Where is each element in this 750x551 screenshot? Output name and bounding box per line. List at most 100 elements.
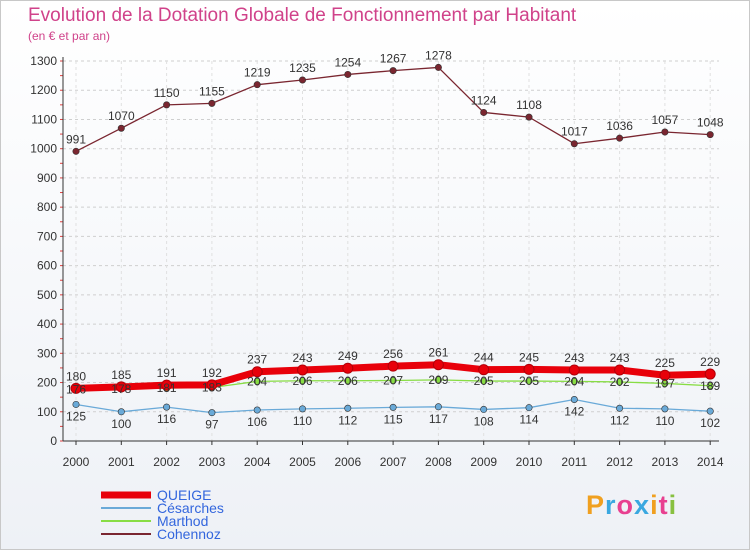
logo-letter: o xyxy=(616,490,635,520)
data-label: 1267 xyxy=(380,52,407,66)
data-label: 245 xyxy=(519,350,539,364)
data-label: 176 xyxy=(66,383,86,397)
y-tick-label: 900 xyxy=(37,171,57,185)
data-point xyxy=(117,124,125,132)
data-point xyxy=(432,359,444,371)
data-point xyxy=(208,99,216,107)
data-point xyxy=(251,366,263,378)
data-label: 110 xyxy=(655,414,674,428)
data-point xyxy=(344,70,352,78)
data-point xyxy=(206,379,218,391)
y-tick-label: 1200 xyxy=(30,83,57,97)
proxiti-logo: Proxiti xyxy=(586,490,677,521)
data-label: 106 xyxy=(247,415,267,429)
data-label: 243 xyxy=(610,351,630,365)
data-point xyxy=(434,63,442,71)
data-point xyxy=(253,406,261,414)
data-label: 142 xyxy=(564,404,584,418)
data-point xyxy=(616,378,624,386)
data-label: 112 xyxy=(338,413,357,427)
data-point xyxy=(434,376,442,384)
data-label: 181 xyxy=(157,381,177,395)
data-label: 204 xyxy=(247,374,267,388)
y-tick-label: 800 xyxy=(37,200,57,214)
data-label: 189 xyxy=(700,379,720,393)
data-label: 97 xyxy=(205,418,219,432)
data-point xyxy=(389,376,397,384)
data-label: 125 xyxy=(66,409,86,423)
x-tick-label: 2002 xyxy=(153,455,180,469)
y-tick-label: 700 xyxy=(37,229,57,243)
data-point xyxy=(616,404,624,412)
data-label: 192 xyxy=(202,366,222,380)
data-label: 178 xyxy=(111,382,131,396)
data-point xyxy=(208,409,216,417)
data-label: 1254 xyxy=(334,55,361,69)
data-label: 1150 xyxy=(154,86,180,100)
data-label: 116 xyxy=(157,412,176,426)
data-point xyxy=(480,377,488,385)
chart-title: Evolution de la Dotation Globale de Fonc… xyxy=(28,5,577,26)
data-label: 202 xyxy=(610,375,630,389)
data-label: 197 xyxy=(655,376,675,390)
data-label: 115 xyxy=(384,412,403,426)
x-tick-label: 2007 xyxy=(380,455,407,469)
y-tick-label: 300 xyxy=(37,346,57,360)
y-tick-label: 0 xyxy=(50,434,57,448)
data-point xyxy=(161,379,173,391)
data-point xyxy=(661,405,669,413)
y-tick-label: 400 xyxy=(37,317,57,331)
logo-letter: t xyxy=(658,490,669,520)
data-label: 183 xyxy=(202,381,222,395)
logo-letter: P xyxy=(586,490,606,520)
data-point xyxy=(525,404,533,412)
data-point xyxy=(614,364,626,376)
data-point xyxy=(163,403,171,411)
x-tick-label: 2013 xyxy=(652,455,679,469)
data-label: 1124 xyxy=(471,93,497,107)
data-point xyxy=(706,382,714,390)
data-label: 180 xyxy=(66,369,86,383)
x-tick-label: 2003 xyxy=(199,455,226,469)
data-point xyxy=(480,405,488,413)
data-point xyxy=(70,382,82,394)
data-point xyxy=(706,131,714,139)
data-label: 191 xyxy=(157,366,177,380)
data-label: 102 xyxy=(700,416,720,430)
x-tick-label: 2004 xyxy=(244,455,271,469)
data-point xyxy=(616,134,624,142)
data-point xyxy=(298,377,306,385)
data-label: 206 xyxy=(292,374,312,388)
data-point xyxy=(706,407,714,415)
data-label: 243 xyxy=(564,351,584,365)
data-label: 110 xyxy=(293,414,312,428)
data-point xyxy=(253,377,261,385)
legend-label: Marthod xyxy=(157,513,208,529)
data-point xyxy=(115,381,127,393)
data-point xyxy=(570,377,578,385)
data-label: 237 xyxy=(247,353,267,367)
data-point xyxy=(570,140,578,148)
data-point xyxy=(253,81,261,89)
data-label: 114 xyxy=(519,413,538,427)
legend-label: Césarches xyxy=(157,500,224,516)
data-point xyxy=(525,377,533,385)
data-point xyxy=(704,368,716,380)
y-tick-label: 200 xyxy=(37,376,57,390)
x-tick-label: 2000 xyxy=(63,455,90,469)
data-label: 185 xyxy=(111,368,131,382)
data-point xyxy=(434,403,442,411)
data-label: 1048 xyxy=(697,116,724,130)
data-point xyxy=(525,113,533,121)
data-label: 205 xyxy=(519,374,539,388)
data-label: 1278 xyxy=(425,48,452,62)
data-label: 244 xyxy=(474,351,494,365)
data-point xyxy=(478,364,490,376)
data-label: 1219 xyxy=(244,66,271,80)
data-label: 100 xyxy=(111,417,131,431)
x-tick-label: 2010 xyxy=(516,455,543,469)
data-label: 206 xyxy=(338,374,358,388)
data-point xyxy=(389,403,397,411)
data-point xyxy=(117,408,125,416)
